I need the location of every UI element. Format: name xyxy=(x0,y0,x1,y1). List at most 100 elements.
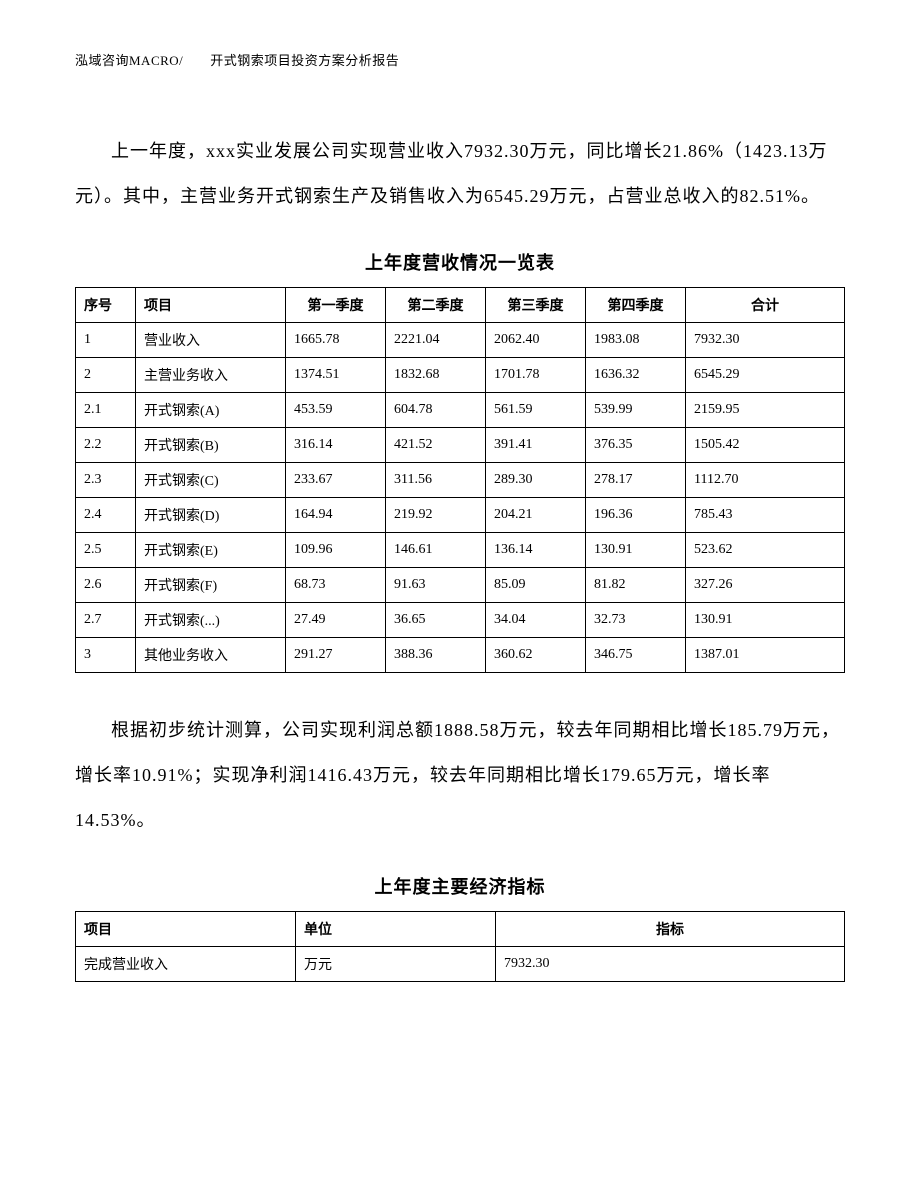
table-cell: 36.65 xyxy=(386,603,486,638)
table-cell: 604.78 xyxy=(386,393,486,428)
revenue-table: 序号 项目 第一季度 第二季度 第三季度 第四季度 合计 1营业收入1665.7… xyxy=(75,287,845,673)
table-cell: 主营业务收入 xyxy=(136,358,286,393)
table-cell: 289.30 xyxy=(486,463,586,498)
table-row: 2.7开式钢索(...)27.4936.6534.0432.73130.91 xyxy=(76,603,845,638)
table-cell: 万元 xyxy=(296,947,496,982)
table-cell: 278.17 xyxy=(586,463,686,498)
table-row: 2.3开式钢索(C)233.67311.56289.30278.171112.7… xyxy=(76,463,845,498)
table-body: 1营业收入1665.782221.042062.401983.087932.30… xyxy=(76,323,845,673)
table-cell: 81.82 xyxy=(586,568,686,603)
table-cell: 开式钢索(D) xyxy=(136,498,286,533)
table-cell: 2.6 xyxy=(76,568,136,603)
table-cell: 完成营业收入 xyxy=(76,947,296,982)
table-cell: 316.14 xyxy=(286,428,386,463)
table-cell: 1374.51 xyxy=(286,358,386,393)
table-cell: 1 xyxy=(76,323,136,358)
table-cell: 开式钢索(B) xyxy=(136,428,286,463)
table-cell: 327.26 xyxy=(686,568,845,603)
table-cell: 27.49 xyxy=(286,603,386,638)
table-cell: 1112.70 xyxy=(686,463,845,498)
table-cell: 311.56 xyxy=(386,463,486,498)
table-row: 3其他业务收入291.27388.36360.62346.751387.01 xyxy=(76,638,845,673)
table-cell: 219.92 xyxy=(386,498,486,533)
table-cell: 196.36 xyxy=(586,498,686,533)
table-cell: 164.94 xyxy=(286,498,386,533)
table-cell: 1832.68 xyxy=(386,358,486,393)
table-row: 2.5开式钢索(E)109.96146.61136.14130.91523.62 xyxy=(76,533,845,568)
table-cell: 其他业务收入 xyxy=(136,638,286,673)
table-row: 2.1开式钢索(A)453.59604.78561.59539.992159.9… xyxy=(76,393,845,428)
table-cell: 539.99 xyxy=(586,393,686,428)
page-header: 泓域咨询MACRO/ 开式钢索项目投资方案分析报告 xyxy=(75,50,845,69)
column-header: 合计 xyxy=(686,288,845,323)
table-cell: 7932.30 xyxy=(686,323,845,358)
table-cell: 34.04 xyxy=(486,603,586,638)
table-title-revenue: 上年度营收情况一览表 xyxy=(75,249,845,275)
table-cell: 开式钢索(F) xyxy=(136,568,286,603)
table-cell: 2.5 xyxy=(76,533,136,568)
table-cell: 2062.40 xyxy=(486,323,586,358)
indicator-table: 项目 单位 指标 完成营业收入万元7932.30 xyxy=(75,911,845,982)
table-cell: 开式钢索(E) xyxy=(136,533,286,568)
table-cell: 6545.29 xyxy=(686,358,845,393)
table-cell: 388.36 xyxy=(386,638,486,673)
table-cell: 1701.78 xyxy=(486,358,586,393)
table-cell: 2 xyxy=(76,358,136,393)
table-cell: 291.27 xyxy=(286,638,386,673)
table-cell: 开式钢索(A) xyxy=(136,393,286,428)
table-body: 完成营业收入万元7932.30 xyxy=(76,947,845,982)
column-header: 第二季度 xyxy=(386,288,486,323)
table-cell: 136.14 xyxy=(486,533,586,568)
table-row: 2主营业务收入1374.511832.681701.781636.326545.… xyxy=(76,358,845,393)
table-cell: 376.35 xyxy=(586,428,686,463)
table-cell: 130.91 xyxy=(586,533,686,568)
paragraph-intro: 上一年度，xxx实业发展公司实现营业收入7932.30万元，同比增长21.86%… xyxy=(75,129,845,219)
table-cell: 1983.08 xyxy=(586,323,686,358)
table-cell: 1636.32 xyxy=(586,358,686,393)
column-header: 序号 xyxy=(76,288,136,323)
table-cell: 2.7 xyxy=(76,603,136,638)
table-cell: 1505.42 xyxy=(686,428,845,463)
table-cell: 2.4 xyxy=(76,498,136,533)
table-row: 2.4开式钢索(D)164.94219.92204.21196.36785.43 xyxy=(76,498,845,533)
table-header-row: 序号 项目 第一季度 第二季度 第三季度 第四季度 合计 xyxy=(76,288,845,323)
table-cell: 453.59 xyxy=(286,393,386,428)
table-cell: 91.63 xyxy=(386,568,486,603)
table-cell: 开式钢索(...) xyxy=(136,603,286,638)
column-header: 单位 xyxy=(296,912,496,947)
table-row: 1营业收入1665.782221.042062.401983.087932.30 xyxy=(76,323,845,358)
table-cell: 1387.01 xyxy=(686,638,845,673)
table-cell: 109.96 xyxy=(286,533,386,568)
table-row: 完成营业收入万元7932.30 xyxy=(76,947,845,982)
table-cell: 营业收入 xyxy=(136,323,286,358)
column-header: 项目 xyxy=(136,288,286,323)
table-title-indicator: 上年度主要经济指标 xyxy=(75,873,845,899)
table-cell: 68.73 xyxy=(286,568,386,603)
column-header: 指标 xyxy=(496,912,845,947)
table-cell: 2.2 xyxy=(76,428,136,463)
table-cell: 523.62 xyxy=(686,533,845,568)
paragraph-summary: 根据初步统计测算，公司实现利润总额1888.58万元，较去年同期相比增长185.… xyxy=(75,708,845,843)
table-cell: 360.62 xyxy=(486,638,586,673)
table-cell: 391.41 xyxy=(486,428,586,463)
table-cell: 233.67 xyxy=(286,463,386,498)
table-cell: 开式钢索(C) xyxy=(136,463,286,498)
column-header: 第四季度 xyxy=(586,288,686,323)
table-cell: 561.59 xyxy=(486,393,586,428)
table-cell: 2.1 xyxy=(76,393,136,428)
column-header: 第三季度 xyxy=(486,288,586,323)
table-cell: 85.09 xyxy=(486,568,586,603)
table-header-row: 项目 单位 指标 xyxy=(76,912,845,947)
table-row: 2.6开式钢索(F)68.7391.6385.0981.82327.26 xyxy=(76,568,845,603)
table-cell: 146.61 xyxy=(386,533,486,568)
column-header: 项目 xyxy=(76,912,296,947)
table-row: 2.2开式钢索(B)316.14421.52391.41376.351505.4… xyxy=(76,428,845,463)
table-cell: 130.91 xyxy=(686,603,845,638)
table-cell: 2159.95 xyxy=(686,393,845,428)
table-cell: 785.43 xyxy=(686,498,845,533)
table-cell: 3 xyxy=(76,638,136,673)
table-cell: 32.73 xyxy=(586,603,686,638)
table-cell: 2221.04 xyxy=(386,323,486,358)
column-header: 第一季度 xyxy=(286,288,386,323)
table-cell: 204.21 xyxy=(486,498,586,533)
